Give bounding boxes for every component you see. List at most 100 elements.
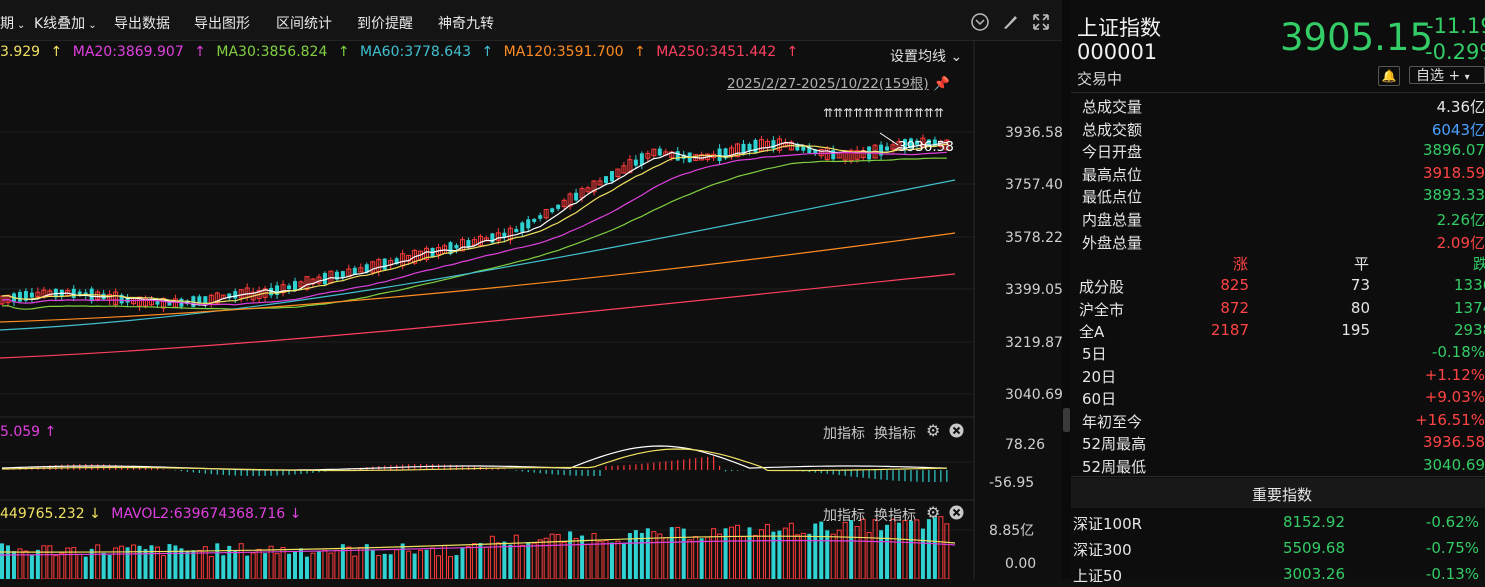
volume-change-indicator[interactable]: 换指标 bbox=[874, 508, 916, 524]
chart-area[interactable]: 期 ⌄ K线叠加 ⌄ 导出数据 导出图形 区间统计 到价提醒 神奇九转 3.929 … bbox=[0, 0, 1063, 579]
close-icon[interactable] bbox=[949, 505, 964, 524]
ma30-line bbox=[1, 157, 947, 310]
volume-bar bbox=[89, 548, 94, 579]
volume-bar bbox=[890, 518, 896, 579]
index-row[interactable]: 深证300 5509.68 -0.75% bbox=[1071, 537, 1485, 561]
export-graph-button[interactable]: 导出图形 bbox=[194, 16, 250, 32]
volume-bar bbox=[825, 530, 830, 579]
candle-body bbox=[322, 272, 327, 285]
index-row-pct: -0.13% bbox=[1425, 565, 1479, 583]
ma-settings-button[interactable]: 设置均线 ⌄ bbox=[890, 49, 963, 65]
volume-bar bbox=[465, 546, 471, 579]
high-marker-pointer bbox=[879, 132, 899, 146]
candle-body bbox=[854, 150, 860, 160]
volume-bar bbox=[143, 549, 148, 579]
scrollbar-thumb[interactable] bbox=[1063, 408, 1070, 432]
volume-bar bbox=[866, 531, 872, 579]
chart-toolbar: 期 ⌄ K线叠加 ⌄ 导出数据 导出图形 区间统计 到价提醒 神奇九转 bbox=[0, 0, 1062, 41]
candle-body bbox=[287, 285, 292, 290]
close-icon[interactable] bbox=[949, 423, 964, 442]
candle-body bbox=[293, 281, 298, 291]
chevron-circle-icon[interactable] bbox=[970, 12, 990, 32]
volume-bar bbox=[250, 552, 256, 579]
candle-body bbox=[597, 180, 603, 186]
candle-body bbox=[567, 193, 573, 207]
volume-bar bbox=[310, 552, 316, 579]
axis-tick-label: 8.85亿 bbox=[989, 523, 1035, 539]
candle-body bbox=[603, 176, 608, 184]
ma20-value: MA20:3869.907 ↑ bbox=[72, 44, 206, 60]
gear-icon[interactable]: ⚙ bbox=[926, 421, 941, 440]
macd-value: 5.059 ↑ bbox=[0, 424, 57, 440]
candle-body bbox=[657, 148, 662, 156]
candle-body bbox=[908, 138, 913, 149]
index-code: 000001 bbox=[1077, 40, 1158, 64]
volume-bar bbox=[908, 520, 913, 579]
volume-bar bbox=[29, 554, 34, 579]
volume-bar bbox=[633, 530, 638, 579]
candle-body bbox=[275, 285, 280, 295]
index-row[interactable]: 深证100R 8152.92 -0.62% bbox=[1071, 511, 1485, 535]
volume-bar bbox=[137, 545, 142, 579]
volume-bar bbox=[233, 550, 238, 579]
candle-body bbox=[885, 146, 890, 151]
candle-body bbox=[424, 247, 430, 261]
volume-bar bbox=[167, 544, 172, 579]
volume-bar bbox=[328, 552, 334, 579]
gear-icon[interactable]: ⚙ bbox=[926, 503, 941, 522]
volume-bar bbox=[412, 553, 417, 579]
price-alert-button[interactable]: 到价提醒 bbox=[357, 16, 413, 32]
breadth-down: 2938 bbox=[1454, 321, 1485, 339]
index-row[interactable]: 上证50 3003.26 -0.13% bbox=[1071, 563, 1485, 587]
axis-tick-label: 3936.58 bbox=[1005, 125, 1063, 141]
candlestick-chart[interactable]: ⇈⇈⇈⇈⇈⇈⇈⇈⇈⇈⇈⇈ 3936.58 bbox=[0, 0, 975, 579]
magic-nine-button[interactable]: 神奇九转 bbox=[438, 16, 494, 32]
volume-bar bbox=[526, 542, 531, 579]
candle-body bbox=[735, 143, 741, 158]
breadth-down: 1374 bbox=[1454, 298, 1485, 317]
signal-arrows: ⇈⇈⇈⇈⇈⇈⇈⇈⇈⇈⇈⇈ bbox=[823, 106, 944, 120]
scrollbar[interactable] bbox=[1062, 0, 1071, 579]
export-data-button[interactable]: 导出数据 bbox=[114, 16, 170, 32]
candle-body bbox=[556, 204, 561, 209]
fullscreen-icon[interactable] bbox=[1031, 12, 1051, 32]
candle-body bbox=[304, 276, 310, 290]
brush-icon[interactable] bbox=[1000, 12, 1020, 32]
volume-bar bbox=[849, 520, 854, 579]
macd-dea-line bbox=[1, 448, 947, 472]
add-watchlist-button[interactable]: 自选 + ▾ bbox=[1409, 66, 1485, 84]
performance-label: 52周最高 bbox=[1082, 435, 1147, 454]
macd-add-indicator[interactable]: 加指标 bbox=[823, 426, 865, 442]
price-axis: 3936.58 3757.40 3578.22 3399.05 3219.87 … bbox=[975, 0, 1063, 420]
pin-icon[interactable]: 📌 bbox=[933, 76, 950, 92]
macd-change-indicator[interactable]: 换指标 bbox=[874, 426, 916, 442]
breadth-header-flat: 平 bbox=[1354, 255, 1370, 273]
stat-label: 总成交额 bbox=[1082, 120, 1143, 139]
candle-body bbox=[818, 148, 824, 157]
stat-value: 3918.59 bbox=[1422, 163, 1485, 182]
candle-body bbox=[113, 291, 119, 305]
volume-bar bbox=[627, 533, 632, 579]
volume-add-indicator[interactable]: 加指标 bbox=[823, 508, 865, 524]
candle-body bbox=[358, 267, 364, 273]
candle-body bbox=[483, 237, 489, 242]
kline-overlay-menu[interactable]: K线叠加 ⌄ bbox=[34, 13, 97, 33]
performance-value: +9.03% bbox=[1424, 388, 1485, 407]
bell-icon[interactable]: 🔔 bbox=[1378, 66, 1400, 86]
stat-row: 总成交量 4.36亿 bbox=[1071, 95, 1485, 117]
period-menu[interactable]: 期 ⌄ bbox=[0, 13, 25, 33]
volume-bar bbox=[173, 545, 178, 579]
volume-bar bbox=[729, 526, 735, 579]
volume-bar bbox=[460, 547, 465, 579]
candle-body bbox=[831, 149, 836, 160]
stat-row: 内盘总量 2.26亿 bbox=[1071, 208, 1485, 230]
stat-value: 2.26亿 bbox=[1436, 211, 1485, 229]
candle-body bbox=[203, 296, 208, 304]
volume-bar bbox=[400, 543, 405, 579]
breadth-header: 涨 平 跌 bbox=[1071, 252, 1485, 274]
ma-legend: 3.929 ↑ MA20:3869.907 ↑ MA30:3856.824 ↑ … bbox=[0, 44, 1062, 64]
range-stats-button[interactable]: 区间统计 bbox=[276, 16, 332, 32]
performance-label: 年初至今 bbox=[1082, 412, 1143, 431]
volume-bar bbox=[758, 529, 764, 579]
candle-body bbox=[651, 148, 657, 157]
